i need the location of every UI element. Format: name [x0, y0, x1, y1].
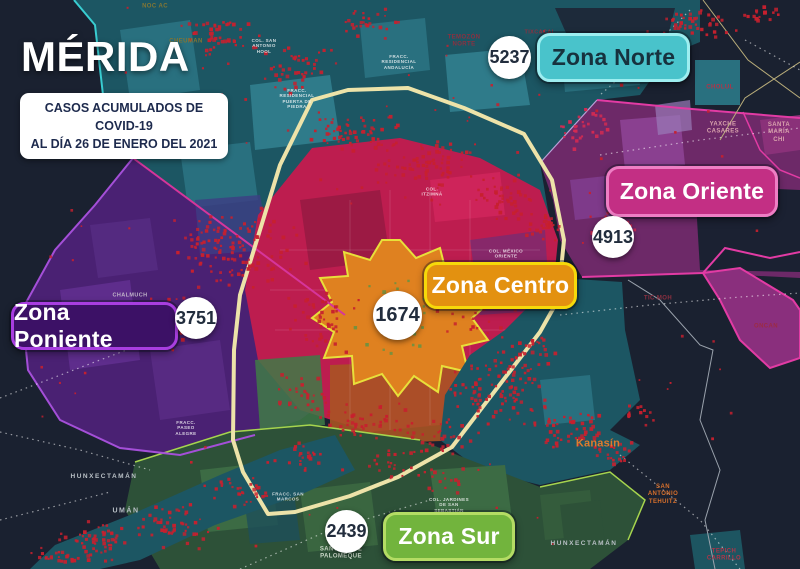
cases-badge-norte: 5237 [488, 36, 531, 79]
oncan-region [701, 266, 800, 370]
zone-pill-norte-label: Zona Norte [551, 44, 676, 70]
kanasin-patch [540, 375, 595, 425]
cases-value-centro: 1674 [375, 304, 420, 326]
cases-badge-sur: 2439 [325, 510, 368, 553]
zone-pill-centro-label: Zona Centro [431, 272, 570, 298]
zone-pill-sur: Zona Sur [383, 512, 515, 561]
zone-pill-oriente-label: Zona Oriente [619, 178, 765, 204]
sur-borders [134, 424, 646, 541]
se-village-patches [560, 500, 745, 569]
zone-pill-poniente: Zona Poniente [11, 299, 178, 352]
zone-pill-oriente: Zona Oriente [606, 166, 778, 217]
zone-pill-norte: Zona Norte [537, 33, 690, 82]
cases-badge-centro: 1674 [373, 291, 422, 340]
zone-boundaries [20, 0, 800, 569]
kanasin-region [440, 278, 640, 485]
cases-badge-poniente: 3751 [175, 297, 217, 339]
cases-value-poniente: 3751 [175, 307, 217, 328]
cases-value-sur: 2439 [326, 521, 367, 541]
zone-pill-sur-label: Zona Sur [398, 523, 500, 549]
uman-corridor-region [30, 435, 355, 569]
subtitle-line1: CASOS ACUMULADOS DE COVID-19 [44, 101, 204, 134]
subtitle-box: CASOS ACUMULADOS DE COVID-19 AL DÍA 26 D… [20, 93, 228, 160]
subtitle-line2: AL DÍA 26 DE ENERO DEL 2021 [30, 137, 218, 152]
cases-value-oriente: 4913 [592, 226, 634, 247]
zone-pill-poniente-label: Zona Poniente [14, 299, 113, 352]
ring-road [231, 86, 566, 516]
roads-dotted [0, 9, 800, 569]
cases-badge-oriente: 4913 [592, 216, 634, 258]
page-title: MÉRIDA [21, 33, 190, 80]
cases-value-norte: 5237 [489, 47, 530, 67]
zone-pill-centro: Zona Centro [424, 262, 577, 309]
